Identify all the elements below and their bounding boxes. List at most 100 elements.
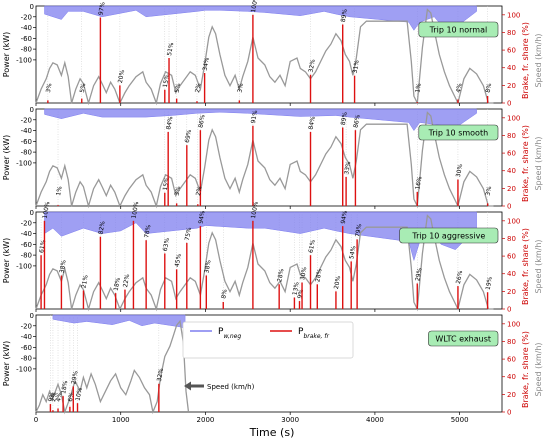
brake-pct-label: 33%	[343, 161, 352, 176]
brake-pct-label: 61%	[308, 239, 317, 254]
brake-tick-label: 40	[507, 64, 516, 72]
x-tick-label: 3000	[281, 416, 299, 424]
brake-pct-label: 84%	[308, 116, 317, 131]
brake-pct-label: 2%	[194, 82, 203, 93]
brake-pct-label: 84%	[165, 116, 174, 131]
trip-tag-label: Trip 10 normal	[429, 26, 488, 35]
power-tick-label: -60	[21, 344, 32, 352]
brake-tick-label: 40	[507, 270, 516, 278]
brake-pct-label: 100%	[250, 201, 260, 219]
x-axis-label: Time (s)	[249, 426, 295, 439]
brake-pct-label: 3%	[485, 185, 494, 196]
speed-axis-label: Speed (km/h)	[534, 33, 543, 87]
brake-pct-label: 32%	[308, 58, 317, 73]
brake-pct-label: 61%	[38, 239, 47, 254]
brake-tick-label: 40	[507, 167, 516, 175]
brake-pct-label: 100%	[250, 0, 260, 13]
brake-axis-label: Brake, fr. share (%)	[521, 125, 530, 202]
brake-pct-label: 29%	[414, 267, 423, 282]
power-tick-label: 0	[30, 312, 34, 320]
speed-axis-label: Speed (km/h)	[534, 342, 543, 396]
brake-pct-label: 5%	[174, 82, 183, 93]
power-tick-label: -100	[16, 365, 32, 373]
brake-axis-label: Brake, fr. share (%)	[521, 228, 530, 305]
brake-pct-label: 22%	[122, 273, 131, 288]
power-tick-label: 0	[30, 209, 34, 217]
brake-pct-label: 4%	[55, 391, 64, 402]
brake-axis-label: Brake, fr. share (%)	[521, 22, 530, 99]
brake-pct-label: 26%	[455, 270, 464, 285]
power-tick-label: -20	[21, 219, 32, 227]
power-axis-label: Power (kW)	[2, 135, 11, 181]
brake-tick-label: 80	[507, 338, 516, 346]
brake-pct-label: 94%	[197, 210, 206, 225]
speed-axis-label: Speed (km/h)	[534, 239, 543, 293]
x-tick-label: 2000	[197, 416, 215, 424]
brake-pct-label: 18%	[113, 277, 122, 292]
brake-tick-label: 0	[507, 306, 511, 314]
brake-pct-label: 51%	[166, 42, 175, 57]
panel-3: 61%100%38%21%82%18% 22%100%78%63%45%75%94…	[2, 201, 543, 314]
brake-pct-label: 91%	[250, 109, 259, 124]
power-tick-label: -80	[21, 355, 32, 363]
brake-pct-label: 86%	[197, 114, 206, 129]
x-tick-label: 1000	[112, 416, 130, 424]
brake-tick-label: 0	[507, 409, 511, 417]
power-tick-label: -40	[21, 24, 32, 32]
x-tick-label: 4000	[366, 416, 384, 424]
brake-pct-label: 28%	[314, 268, 323, 283]
trip-tag-label: WLTC exhaust	[435, 335, 491, 344]
brake-pct-label: 97%	[97, 1, 106, 16]
x-tick-label: 0	[34, 416, 38, 424]
brake-pct-label: 78%	[143, 224, 152, 239]
brake-tick-label: 0	[507, 203, 511, 211]
power-tick-label: -100	[16, 262, 32, 270]
brake-pct-label: 32%	[156, 367, 165, 382]
trip-tag-label: Trip 10 aggressive	[411, 232, 485, 241]
brake-pct-label: 2%	[195, 185, 204, 196]
brake-pct-label: 69%	[184, 129, 193, 144]
x-tick-label: 5000	[451, 416, 469, 424]
power-tick-label: -20	[21, 116, 32, 124]
brake-pct-label: 89%	[340, 8, 349, 23]
brake-pct-label: 1%	[414, 82, 423, 93]
brake-pct-label: 8%	[220, 288, 229, 299]
brake-pct-label: 38%	[203, 259, 212, 274]
brake-pct-label: 34%	[202, 57, 211, 72]
brake-tick-label: 20	[507, 391, 516, 399]
power-tick-label: -80	[21, 46, 32, 54]
brake-pct-label: 10%	[75, 387, 84, 402]
power-tick-label: -60	[21, 241, 32, 249]
brake-pct-label: 2%	[50, 391, 59, 402]
trip-tag-label: Trip 10 smooth	[428, 129, 489, 138]
brake-tick-label: 100	[507, 114, 520, 122]
speed-annotation: Speed (km/h)	[184, 381, 255, 391]
brake-tick-label: 80	[507, 29, 516, 37]
brake-pct-label: 3%	[45, 82, 54, 93]
power-tick-label: 0	[30, 3, 34, 11]
brake-pct-label: 18%	[60, 380, 69, 395]
speed-series	[35, 319, 190, 415]
brake-pct-label: 38%	[58, 259, 67, 274]
power-tick-label: -20	[21, 13, 32, 21]
brake-pct-label: 20%	[333, 275, 342, 290]
brake-tick-label: 80	[507, 132, 516, 140]
brake-pct-label: 100%	[42, 201, 52, 219]
brake-tick-label: 80	[507, 235, 516, 243]
brake-pct-label: 63%	[162, 237, 171, 252]
power-tick-label: -80	[21, 252, 32, 260]
brake-tick-label: 60	[507, 47, 516, 55]
brake-pct-label: 16%	[414, 176, 423, 191]
brake-pct-label: 6%	[67, 391, 76, 402]
trip-tag-box	[428, 330, 499, 347]
brake-pct-label: 3%	[174, 185, 183, 196]
power-tick-label: -40	[21, 333, 32, 341]
trip-tag-box	[399, 227, 499, 244]
power-tick-label: -80	[21, 149, 32, 157]
speed-annotation-label: Speed (km/h)	[207, 383, 255, 391]
brake-pct-label: 4%	[455, 82, 464, 93]
brake-pct-label: 21%	[81, 274, 90, 289]
power-tick-label: -100	[16, 159, 32, 167]
brake-pct-label: 94%	[340, 210, 349, 225]
